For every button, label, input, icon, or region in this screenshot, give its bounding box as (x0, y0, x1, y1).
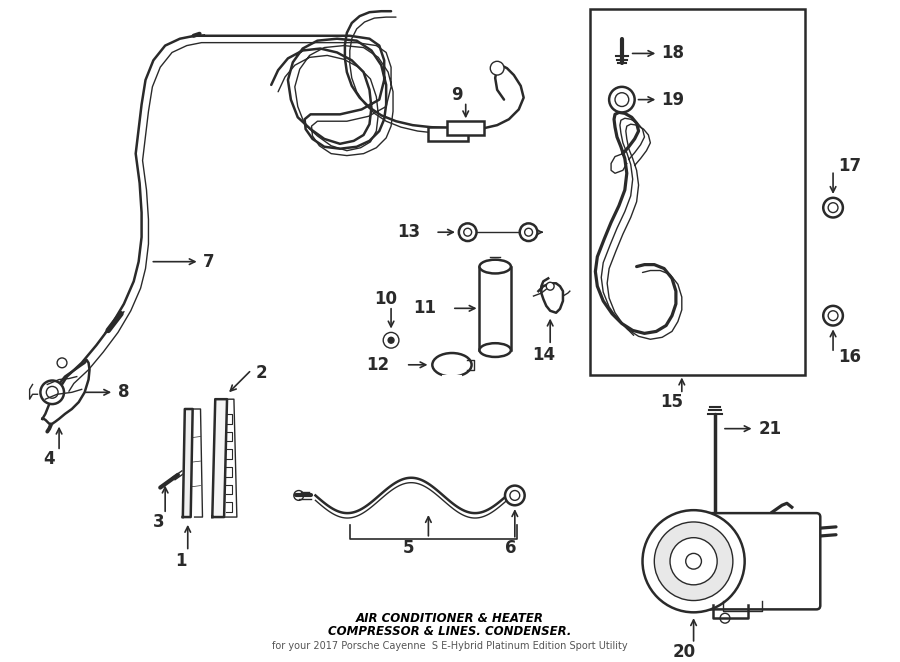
Text: 21: 21 (759, 420, 781, 438)
Text: 5: 5 (403, 540, 415, 557)
Circle shape (459, 223, 476, 241)
FancyBboxPatch shape (699, 513, 820, 610)
Text: 4: 4 (43, 450, 55, 468)
Circle shape (609, 87, 634, 113)
Text: 16: 16 (838, 348, 861, 366)
Circle shape (615, 93, 629, 107)
Circle shape (40, 381, 64, 404)
Circle shape (519, 223, 537, 241)
Text: 9: 9 (451, 85, 463, 104)
Text: 7: 7 (202, 253, 214, 271)
Polygon shape (212, 399, 227, 517)
Text: 11: 11 (413, 299, 436, 317)
Text: 20: 20 (672, 643, 696, 661)
Text: COMPRESSOR & LINES. CONDENSER.: COMPRESSOR & LINES. CONDENSER. (328, 626, 572, 638)
Ellipse shape (432, 353, 472, 377)
Polygon shape (183, 409, 193, 517)
Text: 2: 2 (256, 364, 267, 382)
Text: 1: 1 (176, 552, 186, 570)
Bar (447, 121, 484, 135)
Circle shape (686, 553, 701, 569)
Text: 13: 13 (398, 223, 420, 241)
Text: 15: 15 (661, 393, 683, 411)
Text: 12: 12 (366, 355, 389, 374)
Text: 14: 14 (532, 346, 555, 364)
Circle shape (824, 198, 843, 218)
Circle shape (654, 522, 733, 600)
Circle shape (57, 358, 67, 368)
Text: 19: 19 (662, 91, 684, 109)
Circle shape (388, 338, 394, 343)
Circle shape (643, 510, 744, 612)
Text: 10: 10 (374, 290, 398, 308)
Polygon shape (42, 360, 89, 424)
Circle shape (505, 486, 525, 505)
Circle shape (546, 282, 554, 290)
Bar (480, 267, 511, 350)
Text: 17: 17 (838, 158, 861, 175)
Text: AIR CONDITIONER & HEATER: AIR CONDITIONER & HEATER (356, 612, 544, 625)
Bar (428, 127, 468, 141)
Circle shape (491, 62, 504, 75)
Text: for your 2017 Porsche Cayenne  S E-Hybrid Platinum Edition Sport Utility: for your 2017 Porsche Cayenne S E-Hybrid… (272, 641, 628, 651)
Ellipse shape (480, 343, 511, 357)
Text: 18: 18 (662, 44, 684, 62)
Text: 6: 6 (505, 540, 517, 557)
Text: 3: 3 (152, 513, 164, 531)
Circle shape (824, 306, 843, 326)
Circle shape (670, 538, 717, 585)
Ellipse shape (480, 260, 511, 273)
Text: 8: 8 (118, 383, 130, 401)
Bar (590, 9, 805, 375)
Circle shape (383, 332, 399, 348)
